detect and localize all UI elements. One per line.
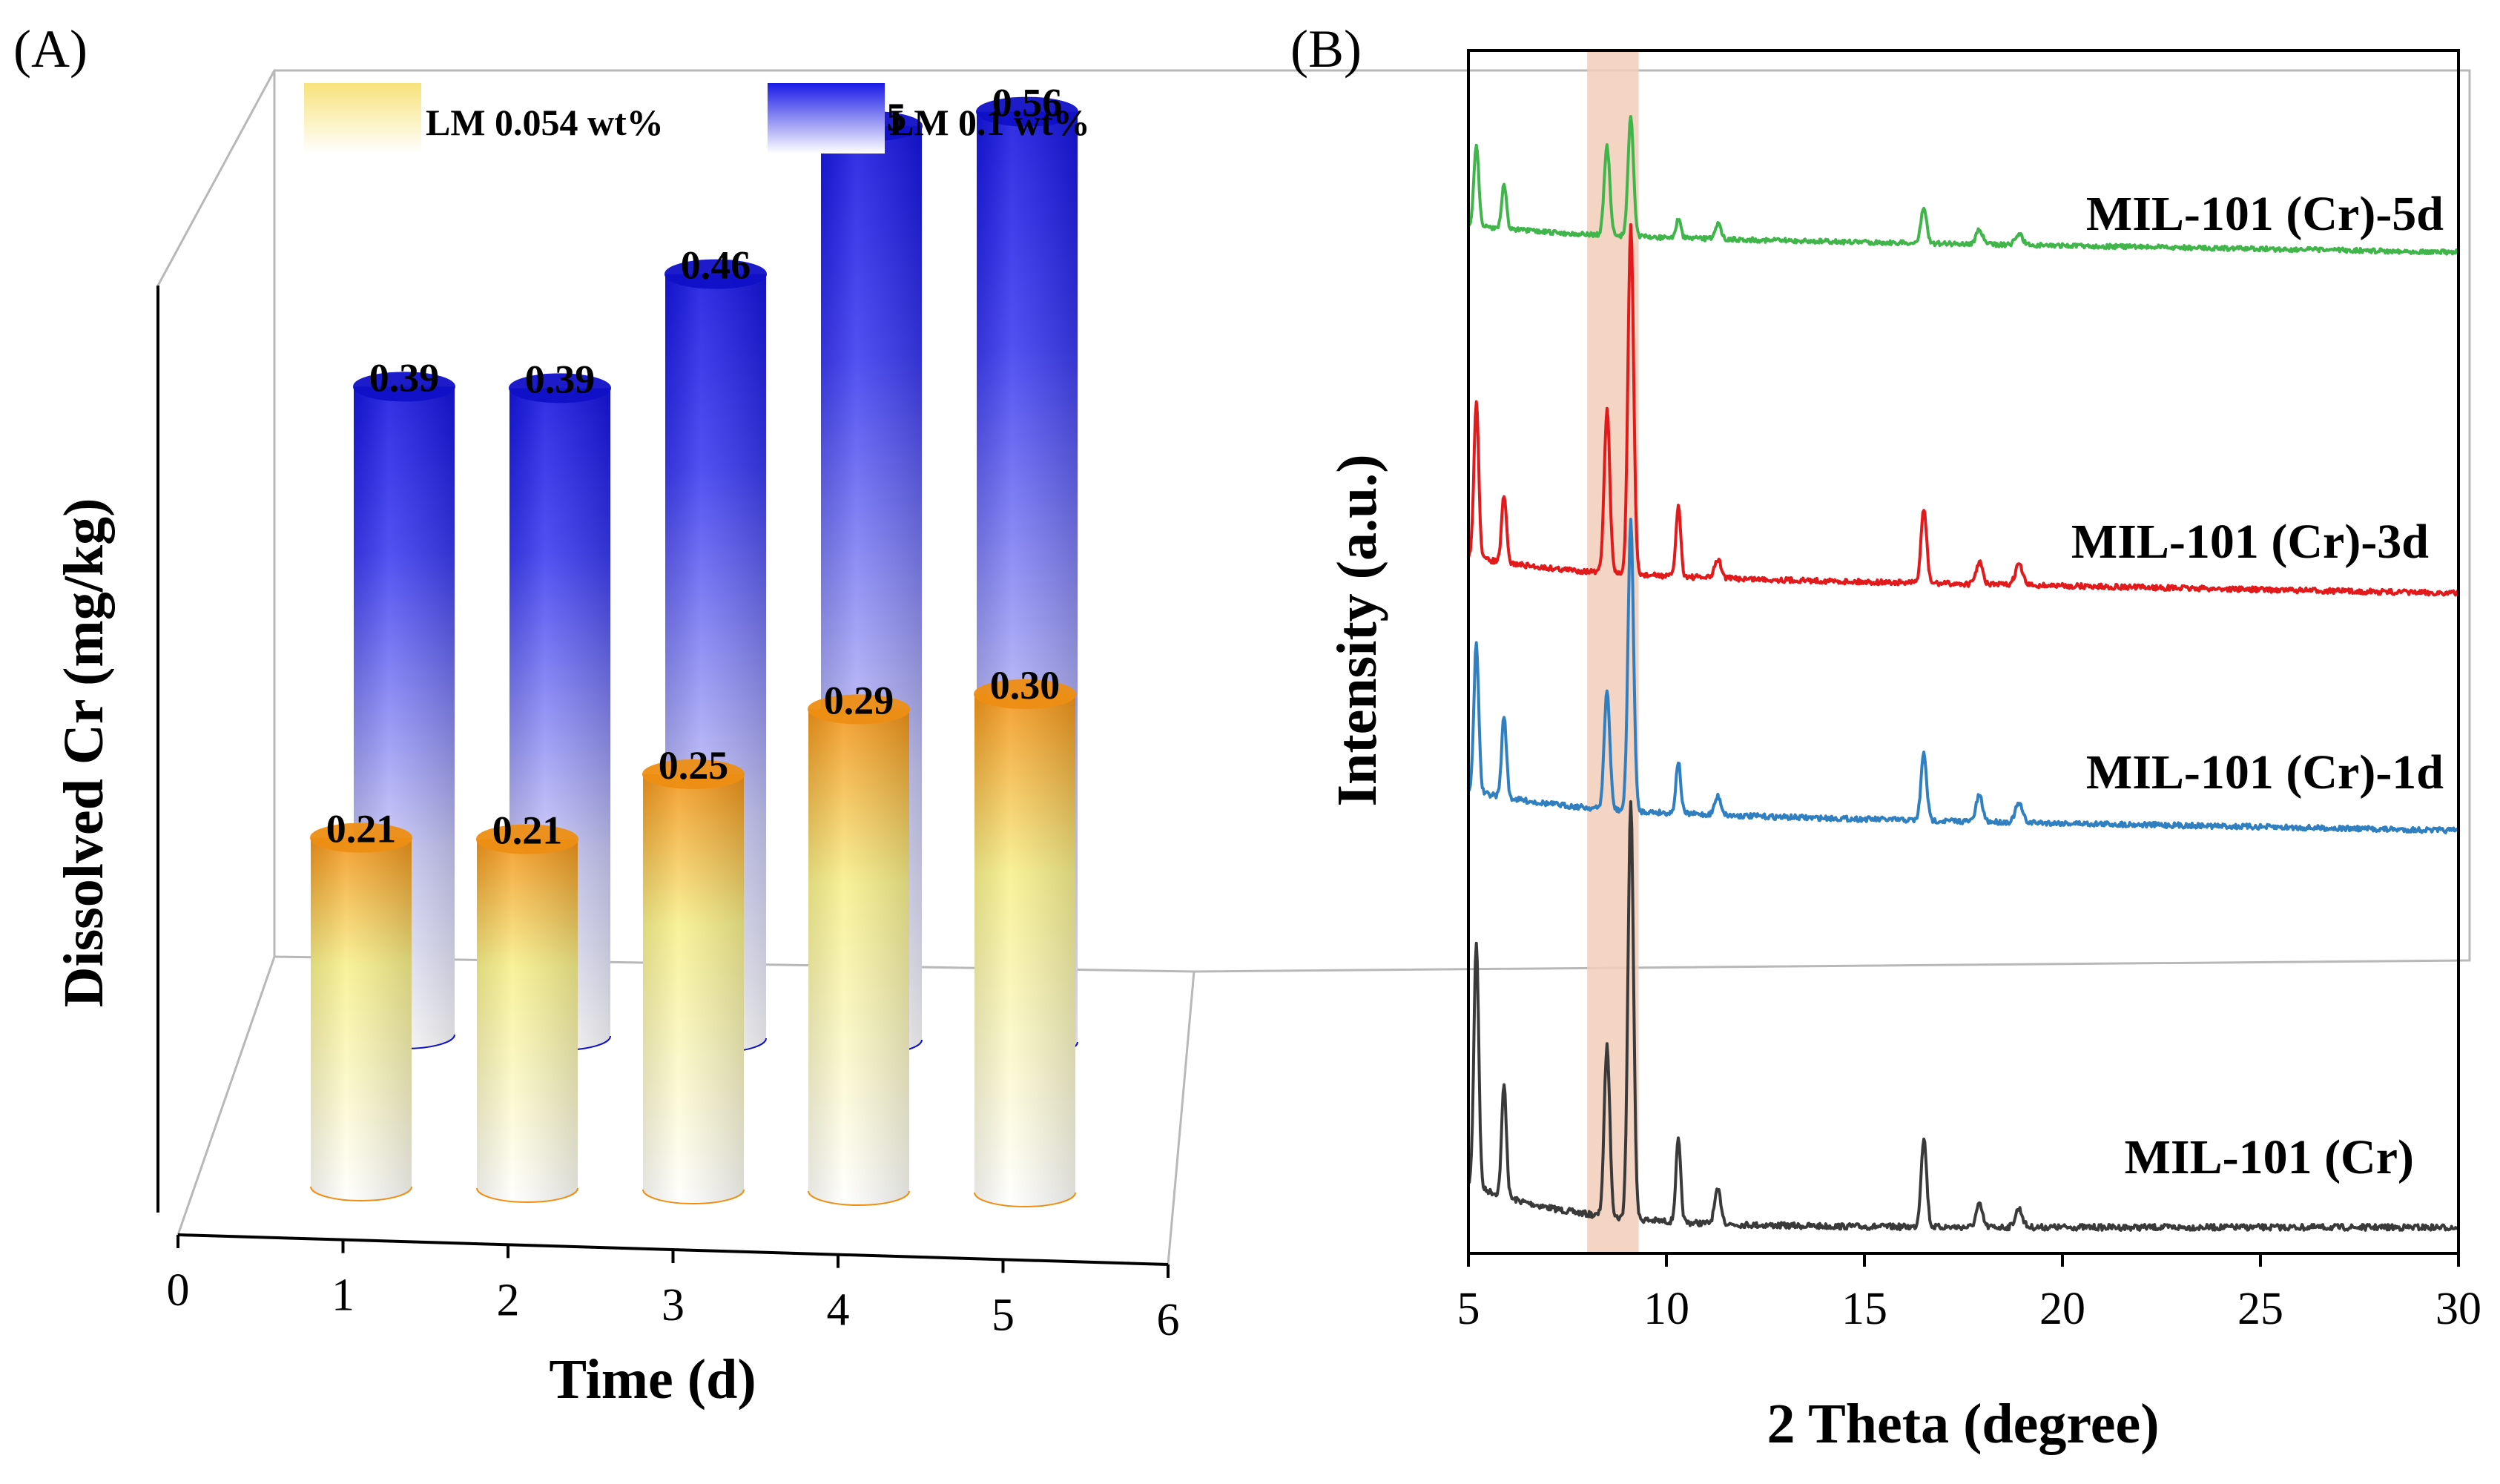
x-axis-title-b: 2 Theta (degree) (1767, 1393, 2159, 1455)
orange-value-label: 0.25 (659, 743, 729, 788)
legend-swatch-lm-01 (768, 83, 885, 154)
x-tick-label: 3 (662, 1280, 685, 1330)
xrd-line-3d (1467, 222, 2460, 597)
legend-label-lm-01: LM 0.1 wt% (889, 102, 1090, 143)
label-3d: MIL-101 (Cr)-3d (2071, 515, 2429, 569)
panel-b-label: (B) (1290, 19, 1362, 79)
blue-value-label: 0.56 (992, 81, 1063, 125)
orange-bar-1: 0.21 (310, 807, 412, 1201)
x-tick-label-b: 20 (2039, 1284, 2085, 1334)
x-tick-label: 0 (167, 1265, 190, 1316)
x-ticks-b: 5 10 15 20 25 30 (1457, 1253, 2481, 1334)
label-5d: MIL-101 (Cr)-5d (2086, 187, 2444, 241)
orange-bar-3: 0.25 (642, 743, 745, 1204)
xrd-series (1467, 115, 2460, 1232)
panel-a-label: (A) (13, 19, 88, 79)
legend-label-lm-0054: LM 0.054 wt% (426, 102, 664, 143)
x-tick-label-b: 5 (1457, 1284, 1480, 1334)
orange-value-label: 0.21 (326, 807, 397, 851)
orange-bar-5: 0.30 (974, 663, 1076, 1207)
label-1d: MIL-101 (Cr)-1d (2086, 745, 2444, 799)
orange-value-label: 0.30 (990, 663, 1061, 708)
x-tick-label: 2 (497, 1275, 520, 1325)
orange-bar-2: 0.21 (476, 808, 578, 1203)
xrd-line-1d (1467, 518, 2460, 834)
plot-frame (1467, 49, 2460, 1255)
legend: LM 0.054 wt% LM 0.1 wt% (304, 83, 1090, 154)
orange-bar-series: 0.21 0.21 0.25 0.29 0.30 (310, 663, 1076, 1207)
y-axis-title-b: Intensity (a.u.) (1326, 454, 1388, 806)
panel-b: (B) 5 10 15 20 25 30 MIL-101 (Cr)-5d MIL-101 … (1290, 19, 2481, 1455)
blue-value-label: 0.46 (681, 243, 751, 288)
x-tick-label-b: 15 (1841, 1284, 1887, 1334)
legend-swatch-lm-0054 (304, 83, 421, 154)
x-tick-label: 4 (827, 1285, 850, 1336)
x-tick-label-b: 10 (1643, 1284, 1689, 1334)
blue-value-label: 0.39 (369, 355, 440, 400)
x-tick-label: 5 (992, 1290, 1015, 1340)
blue-value-label: 0.39 (525, 357, 596, 401)
x-tick-label: 1 (332, 1270, 354, 1321)
orange-bar-4: 0.29 (808, 678, 910, 1206)
y-axis-title: Dissolved Cr (mg/kg) (53, 498, 115, 1008)
x-tick-label-b: 25 (2237, 1284, 2283, 1334)
orange-value-label: 0.29 (824, 678, 894, 722)
x-ticks: 0 1 2 3 4 5 6 (167, 1235, 1180, 1345)
x-tick-label: 6 (1157, 1295, 1180, 1345)
x-tick-label-b: 30 (2435, 1284, 2481, 1334)
orange-value-label: 0.21 (492, 808, 563, 853)
xrd-line-mil101 (1467, 800, 2460, 1232)
label-base: MIL-101 (Cr) (2125, 1130, 2414, 1184)
xrd-line-5d (1467, 115, 2460, 256)
x-axis-title: Time (d) (549, 1348, 756, 1411)
